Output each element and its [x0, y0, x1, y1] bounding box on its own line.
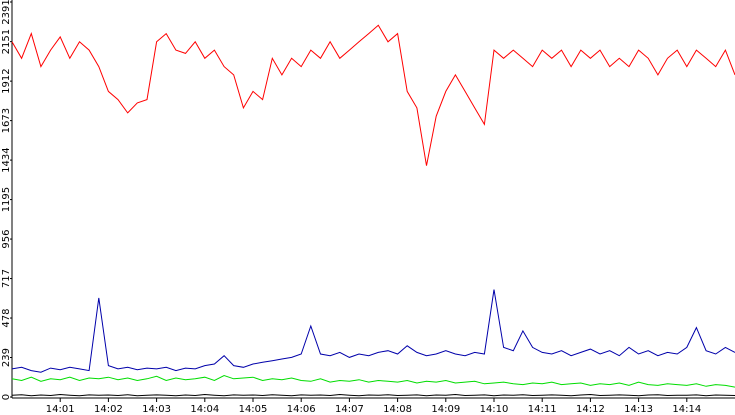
x-tick-label: 14:12	[576, 404, 605, 415]
line-series	[11, 374, 735, 388]
y-tick-label: 239	[1, 348, 12, 367]
x-tick-label: 14:03	[142, 404, 171, 415]
x-tick-label: 14:08	[383, 404, 412, 415]
y-tick-label: 1195	[1, 187, 12, 212]
x-tick-label: 14:09	[431, 404, 460, 415]
x-tick-label: 14:14	[672, 404, 701, 415]
x-tick-label: 14:02	[94, 404, 123, 415]
x-tick-label: 14:11	[528, 404, 557, 415]
y-tick-label: 1673	[1, 108, 12, 133]
line-series	[11, 289, 735, 373]
y-tick-label: 0	[1, 394, 12, 400]
y-tick-label: 2391	[1, 0, 12, 25]
x-tick-label: 14:07	[335, 404, 364, 415]
x-tick-label: 14:05	[239, 404, 268, 415]
line-series	[11, 393, 735, 397]
x-tick-label: 14:01	[46, 404, 75, 415]
y-tick-label: 478	[1, 308, 12, 327]
y-tick-label: 717	[1, 269, 12, 288]
y-tick-label: 1912	[1, 68, 12, 93]
x-tick-label: 14:10	[480, 404, 509, 415]
y-tick-label: 2151	[1, 29, 12, 54]
x-tick-label: 14:13	[624, 404, 653, 415]
line-series	[11, 24, 735, 166]
x-tick-label: 14:06	[287, 404, 316, 415]
x-tick-label: 14:04	[190, 404, 219, 415]
y-tick-label: 1434	[1, 147, 12, 172]
y-tick-label: 956	[1, 230, 12, 249]
